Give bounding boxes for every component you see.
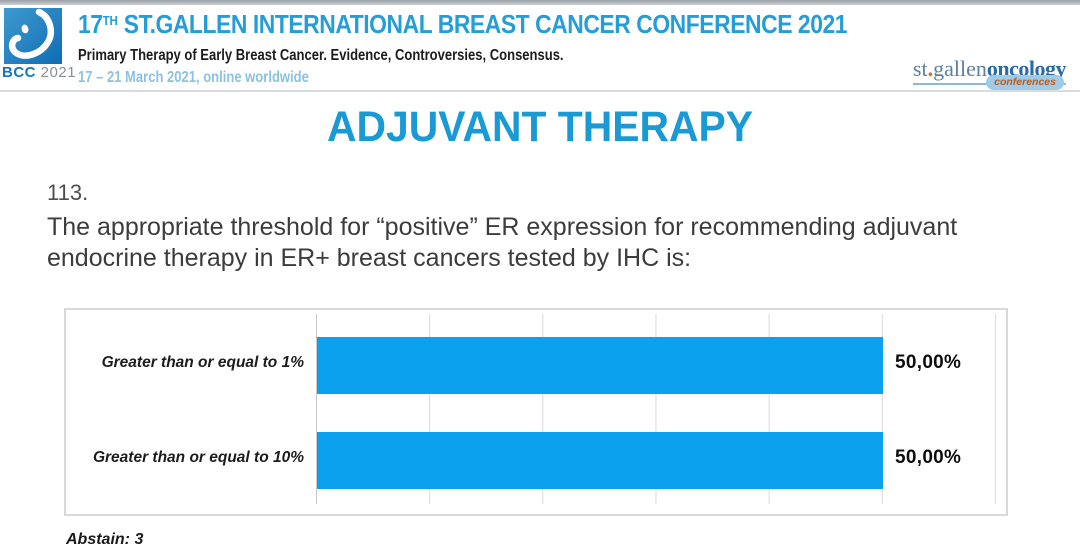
conference-title-ordinal: TH <box>102 13 118 28</box>
question-text: The appropriate threshold for “positive”… <box>47 213 958 272</box>
conference-title-text: ST.GALLEN INTERNATIONAL BREAST CANCER CO… <box>117 9 848 39</box>
result-bar <box>317 337 883 394</box>
result-percentage-label: 50,00% <box>895 447 962 468</box>
stgallen-dot: . <box>927 56 934 81</box>
result-bar <box>317 432 883 489</box>
conference-header: 17TH ST.GALLEN INTERNATIONAL BREAST CANC… <box>78 9 952 87</box>
slide-title: ADJUVANT THERAPY <box>327 103 753 151</box>
header-divider <box>0 90 1080 92</box>
bcc-conference-logo-icon <box>4 8 62 64</box>
question-number: 113. <box>47 180 89 205</box>
bcc-label: BCC <box>2 64 36 81</box>
answer-option-label: Greater than or equal to 10% <box>92 449 304 466</box>
bcc-logo-caption: BCC 2021 <box>2 64 82 81</box>
answer-option-label: Greater than or equal to 1% <box>101 354 304 371</box>
stgallen-oncology-logo: st.gallenoncology conferences <box>912 56 1067 92</box>
poll-results-chart: Greater than or equal to 1% 50,00% Greater… <box>64 308 1008 516</box>
conference-subtitle: Primary Therapy of Early Breast Cancer. … <box>78 47 564 64</box>
stgallen-st: st <box>912 56 928 81</box>
conference-title: 17TH ST.GALLEN INTERNATIONAL BREAST CANC… <box>78 9 848 40</box>
conference-dates: 17 – 21 March 2021, online worldwide <box>78 69 309 86</box>
result-percentage-label: 50,00% <box>895 352 962 373</box>
top-bar <box>0 0 1080 5</box>
conference-title-number: 17 <box>78 9 103 39</box>
conferences-badge: conferences <box>986 75 1064 90</box>
stgallen-gallen: gallen <box>933 56 987 81</box>
bcc-year-label: 2021 <box>40 64 77 81</box>
abstain-note: Abstain: 3 <box>66 531 144 548</box>
plot-area <box>316 314 996 504</box>
